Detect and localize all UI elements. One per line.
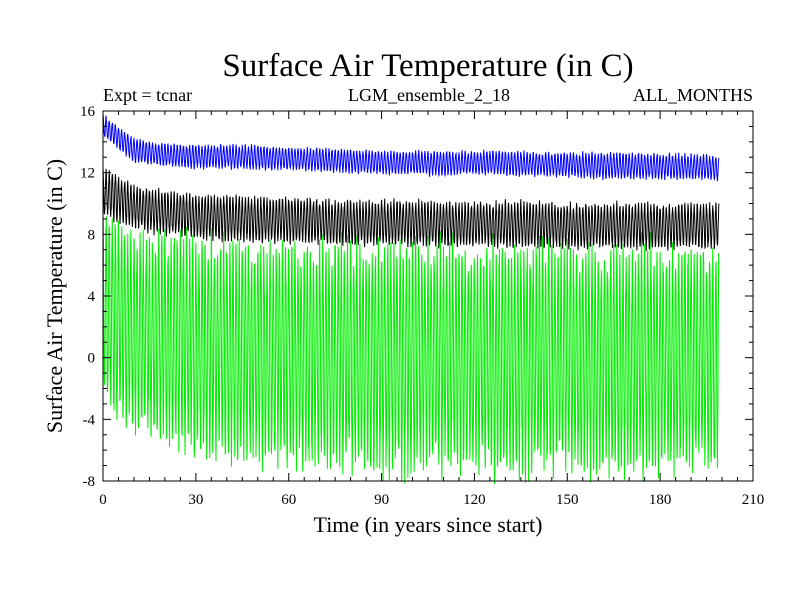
axes: 0 30 60 90 120 150 180 210 -8 -4 0 4 8 12 16 xyxy=(80,104,764,508)
x-axis-label: Time (in years since start) xyxy=(314,512,543,537)
y-tick-label: -4 xyxy=(83,412,96,428)
y-tick-label: 12 xyxy=(80,166,95,182)
months-label: ALL_MONTHS xyxy=(633,85,753,105)
ensemble-label: LGM_ensemble_2_18 xyxy=(348,85,510,105)
y-tick-label: 8 xyxy=(88,227,96,243)
x-tick-label: 30 xyxy=(188,492,203,508)
series-black-line xyxy=(102,166,720,252)
y-tick-label: 16 xyxy=(80,104,96,120)
x-tick-label: 150 xyxy=(556,492,579,508)
y-tick-label: -8 xyxy=(83,474,96,490)
x-tick-label: 180 xyxy=(649,492,672,508)
series-layer xyxy=(102,114,720,485)
x-tick-label: 90 xyxy=(374,492,389,508)
series-green-line xyxy=(102,215,720,485)
y-tick-label: 4 xyxy=(88,289,96,305)
y-axis-label: Surface Air Temperature (in C) xyxy=(42,159,67,433)
y-tick-label: 0 xyxy=(88,351,96,367)
series-blue-line xyxy=(102,114,720,182)
experiment-label: Expt = tcnar xyxy=(103,85,192,105)
chart-title: Surface Air Temperature (in C) xyxy=(222,48,633,84)
x-tick-label: 0 xyxy=(99,492,107,508)
x-tick-label: 210 xyxy=(742,492,765,508)
x-tick-label: 120 xyxy=(463,492,486,508)
x-tick-label: 60 xyxy=(281,492,296,508)
